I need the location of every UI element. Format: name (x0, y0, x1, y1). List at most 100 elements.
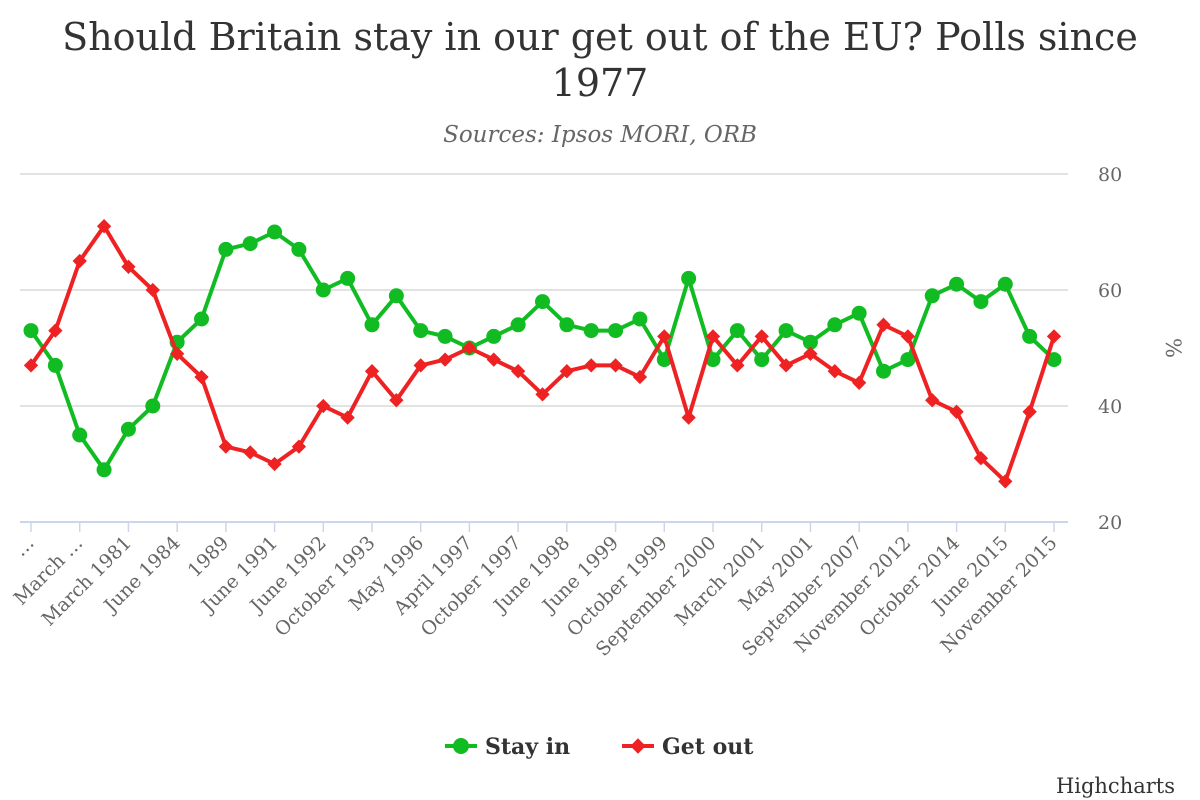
data-point[interactable] (632, 369, 648, 385)
data-point[interactable] (705, 352, 721, 368)
legend[interactable]: Stay in Get out (445, 734, 754, 760)
data-point[interactable] (316, 398, 331, 414)
data-point[interactable] (267, 456, 282, 472)
data-point[interactable] (730, 358, 745, 373)
data-point[interactable] (729, 323, 745, 339)
data-point[interactable] (535, 294, 550, 310)
chart-title: Should Britain stay in our get out of th… (62, 15, 1138, 59)
series-group (23, 219, 1062, 489)
data-point[interactable] (340, 410, 355, 425)
data-point[interactable] (388, 288, 404, 304)
data-point[interactable] (437, 352, 453, 367)
series-get-out[interactable] (23, 219, 1062, 489)
data-point[interactable] (754, 329, 769, 344)
data-point[interactable] (803, 346, 818, 361)
credits-link[interactable]: Highcharts (1056, 774, 1175, 798)
data-point[interactable] (827, 317, 843, 333)
data-point[interactable] (583, 323, 599, 339)
data-point[interactable] (1022, 328, 1038, 344)
data-point[interactable] (291, 241, 307, 257)
data-point[interactable] (96, 219, 112, 234)
data-point[interactable] (145, 398, 161, 414)
data-point[interactable] (23, 323, 39, 339)
data-point[interactable] (96, 462, 112, 478)
data-point[interactable] (389, 393, 404, 408)
data-point[interactable] (486, 352, 501, 367)
data-point[interactable] (194, 369, 209, 385)
data-point[interactable] (169, 346, 185, 361)
data-point[interactable] (486, 328, 502, 344)
data-point[interactable] (267, 224, 283, 240)
data-point[interactable] (851, 375, 867, 390)
data-point[interactable] (997, 276, 1013, 292)
data-point[interactable] (413, 323, 429, 339)
data-point[interactable] (584, 358, 599, 373)
data-point[interactable] (243, 445, 258, 460)
data-point[interactable] (681, 270, 697, 286)
data-point[interactable] (900, 352, 916, 368)
legend-item-stay-in[interactable]: Stay in (445, 734, 570, 760)
data-point[interactable] (121, 259, 136, 274)
data-point[interactable] (194, 311, 209, 327)
data-point[interactable] (72, 253, 87, 269)
data-point[interactable] (900, 329, 916, 344)
data-point[interactable] (462, 340, 477, 356)
data-point[interactable] (510, 317, 526, 333)
data-point[interactable] (998, 474, 1013, 489)
data-point[interactable] (413, 358, 428, 373)
data-point[interactable] (559, 364, 575, 379)
data-point[interactable] (1022, 404, 1037, 419)
data-point[interactable] (876, 317, 891, 332)
data-point[interactable] (364, 317, 380, 333)
data-point[interactable] (802, 334, 818, 350)
chart-subtitle: Sources: Ipsos MORI, ORB (443, 122, 757, 148)
data-point[interactable] (949, 404, 964, 419)
series-line[interactable] (29, 224, 1056, 484)
data-point[interactable] (608, 323, 624, 339)
data-point[interactable] (924, 288, 940, 304)
data-point[interactable] (48, 323, 63, 338)
data-point[interactable] (242, 236, 258, 252)
legend-symbol (453, 738, 469, 754)
data-point[interactable] (340, 270, 356, 286)
data-point[interactable] (1046, 329, 1062, 344)
data-point[interactable] (1046, 352, 1062, 368)
legend-label: Get out (662, 734, 754, 760)
data-point[interactable] (364, 364, 380, 379)
data-point[interactable] (559, 317, 575, 333)
data-point[interactable] (876, 363, 891, 379)
legend-label: Stay in (485, 734, 570, 760)
data-point[interactable] (949, 276, 965, 292)
data-point[interactable] (218, 439, 234, 454)
data-point[interactable] (851, 305, 867, 321)
data-point[interactable] (925, 393, 940, 408)
data-point[interactable] (778, 358, 794, 373)
data-point[interactable] (218, 241, 234, 257)
data-point[interactable] (705, 329, 721, 344)
data-point[interactable] (827, 364, 842, 379)
data-point[interactable] (754, 352, 770, 368)
data-point[interactable] (47, 357, 63, 373)
data-point[interactable] (973, 451, 989, 466)
data-point[interactable] (437, 328, 453, 344)
y-axis-title: % (1161, 338, 1185, 358)
data-point[interactable] (291, 439, 307, 454)
data-point[interactable] (632, 311, 648, 327)
data-point[interactable] (681, 410, 696, 425)
legend-item-get-out[interactable]: Get out (622, 734, 754, 760)
data-point[interactable] (973, 294, 989, 310)
data-point[interactable] (72, 427, 88, 443)
data-point[interactable] (120, 421, 136, 437)
data-point[interactable] (145, 282, 160, 298)
data-point[interactable] (778, 323, 794, 339)
data-point[interactable] (315, 282, 331, 298)
series-stay-in[interactable] (23, 224, 1062, 478)
data-point[interactable] (535, 387, 550, 402)
x-tick-label: … (10, 532, 39, 561)
data-point[interactable] (23, 358, 39, 373)
data-point[interactable] (608, 358, 623, 373)
series-line[interactable] (29, 230, 1056, 472)
data-point[interactable] (510, 364, 526, 379)
data-point[interactable] (657, 329, 672, 344)
